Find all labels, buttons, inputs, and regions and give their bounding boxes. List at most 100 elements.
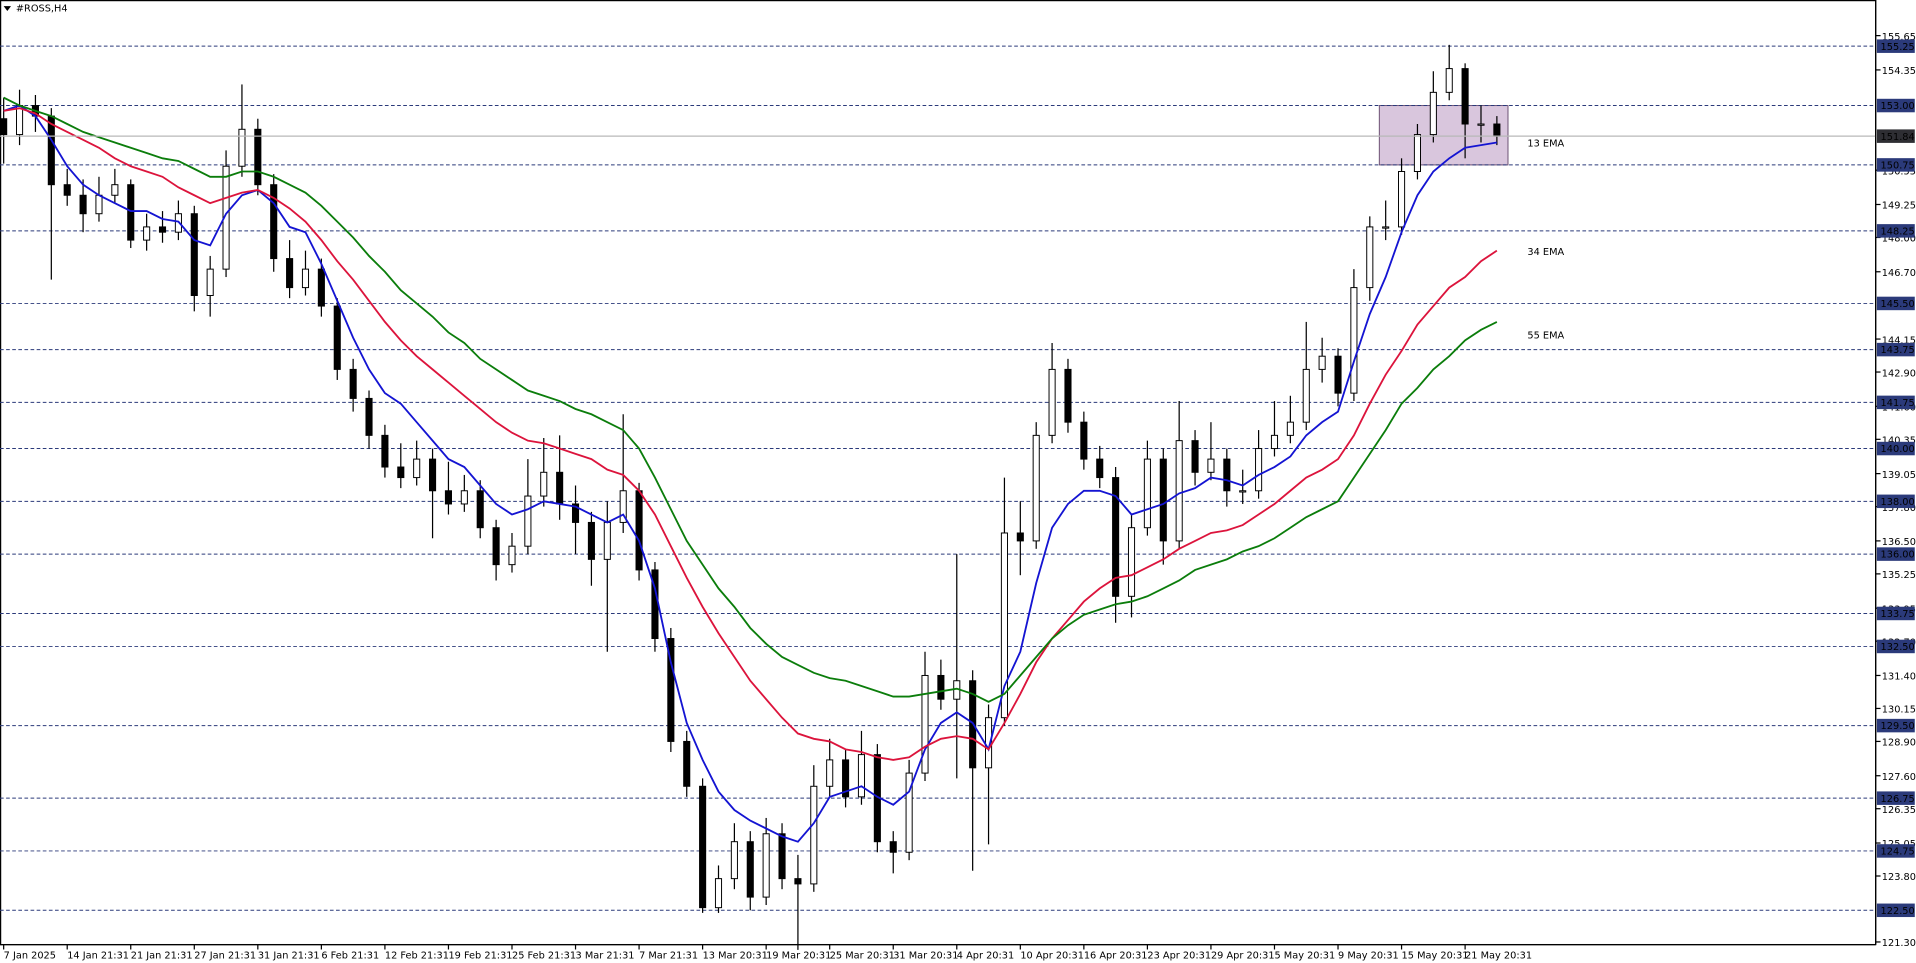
candle-body [63,184,71,196]
candle-body [1143,458,1151,529]
y-tick-label: 127.60 [1882,772,1916,783]
y-tick-label: 149.25 [1882,201,1916,212]
candle-body [222,165,230,270]
candle-body [1112,477,1120,597]
candle-body [524,495,532,547]
candle-body [1350,287,1358,394]
zone-layer [1378,105,1509,166]
candle-body [810,785,818,885]
x-tick-label: 23 Apr 20:31 [1147,951,1211,962]
candle-body [286,258,294,289]
level-label-bg [1876,158,1915,172]
x-tick-label: 6 Feb 21:31 [321,951,379,962]
candle-body [0,118,8,136]
candle-body [47,115,55,186]
candle-body [1032,434,1040,542]
y-tick-label: 135.25 [1882,570,1916,581]
candle-body [317,268,325,307]
level-label-bg [1876,296,1915,311]
x-tick-label: 19 Feb 21:31 [448,951,512,962]
level-label-bg [1876,98,1915,113]
x-tick-label: 21 Jan 21:31 [131,951,193,962]
candle-body [158,226,167,233]
candle-body [540,471,548,497]
x-tick-label: 9 May 20:31 [1338,951,1399,962]
y-tick-label: 155.65 [1882,32,1916,43]
y-tick-label: 136.50 [1882,537,1916,548]
candle-body [397,466,405,479]
candle-body [746,841,754,898]
candle-body [1191,440,1199,473]
x-tick-label: 19 Mar 20:31 [766,951,831,962]
candle-body [1239,490,1247,493]
ema-line [3,96,1498,703]
x-tick-label: 3 Mar 21:31 [576,951,635,962]
title-arrow [3,6,11,12]
candle-body [254,128,262,186]
level-label-bg [1876,718,1915,733]
level-label-bg [1876,224,1915,238]
x-tick-label: 7 Jan 2025 [4,951,56,962]
level-label: 122.50 [1881,906,1915,917]
candle-body [794,878,802,885]
candle-body [571,503,580,523]
candle-body [889,841,897,853]
ema-label: 55 EMA [1527,330,1564,341]
candle-body [683,740,691,787]
candle-body [238,128,246,167]
candle-body [444,490,452,505]
candle-body [460,490,468,505]
candle-body [95,194,103,215]
candle-body [1461,68,1469,125]
x-tick-label: 31 Jan 21:31 [258,951,320,962]
level-label-bg [1876,791,1915,805]
candle-body [1016,532,1024,542]
candle-body [1429,91,1437,136]
y-tick-label: 142.90 [1882,368,1916,379]
candle-body [1493,123,1501,137]
level-label-bg [1876,441,1915,456]
x-tick-label: 15 May 20:31 [1402,951,1469,962]
candle-body [476,490,484,529]
candle-body [79,194,87,215]
level-label: 153.00 [1881,101,1915,112]
candle-body [842,759,850,798]
candle-body [508,545,516,566]
candle-body [730,841,738,880]
candle-body [1159,458,1167,542]
candles-layer [0,44,1501,950]
y-tick-label: 146.70 [1882,268,1916,279]
candle-body [921,674,929,774]
candle-body [429,458,437,492]
candle-body [206,268,214,297]
x-tick-label: 14 Jan 21:31 [67,951,129,962]
level-label-bg [1876,844,1915,858]
candle-body [1270,434,1279,450]
level-label-bg [1876,639,1915,654]
candle-body [111,184,119,196]
level-label: 138.00 [1881,497,1915,508]
candle-body [1096,458,1104,479]
candle-body [1445,68,1453,93]
candle-body [1064,368,1072,423]
candle-body [699,785,707,909]
candle-body [381,434,389,468]
price-zone [1378,105,1509,166]
candle-body [778,833,786,880]
y-tick-label: 144.15 [1882,335,1916,346]
candle-body [1000,532,1008,719]
level-label: 132.50 [1881,642,1915,653]
candle-body [762,833,770,898]
x-tick-label: 4 Apr 20:31 [957,951,1014,962]
candle-body [1382,226,1390,229]
y-tick-label: 130.15 [1882,705,1916,716]
level-label-bg [1876,903,1915,918]
level-label-bg [1876,606,1915,621]
x-tick-label: 21 May 20:31 [1465,951,1532,962]
level-label: 140.00 [1881,444,1915,455]
levels-layer [0,45,1876,911]
lines-layer: 13 EMA 34 EMA 55 EMA [0,96,1876,843]
level-label-bg [1876,547,1915,561]
